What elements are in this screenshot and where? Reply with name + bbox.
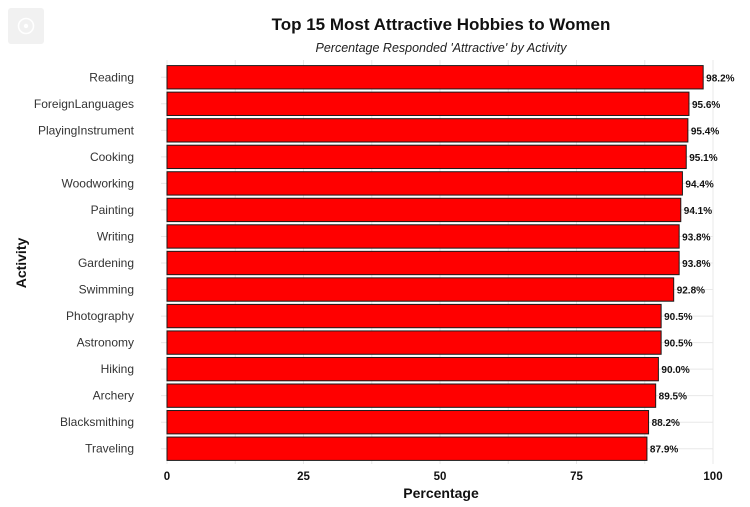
bar-astronomy bbox=[166, 330, 662, 355]
data-label: 90.5% bbox=[664, 312, 692, 323]
category-label: PlayingInstrument bbox=[38, 123, 135, 137]
data-label: 93.8% bbox=[682, 259, 710, 270]
category-label: Traveling bbox=[85, 442, 134, 456]
bar-swimming bbox=[166, 277, 675, 302]
x-tick-label: 0 bbox=[164, 471, 170, 483]
data-labels: 98.2% 95.6% 95.4% 95.1% 94.4% 94.1% 93.8% 93.8%… bbox=[650, 73, 735, 455]
data-label: 89.5% bbox=[659, 392, 687, 403]
bar-writing bbox=[166, 224, 680, 249]
y-axis-title: Activity bbox=[13, 238, 29, 289]
category-labels: Reading ForeignLanguages PlayingInstrument… bbox=[34, 70, 135, 455]
bar-hiking bbox=[166, 356, 659, 382]
data-label: 88.2% bbox=[652, 418, 680, 429]
data-label: 90.5% bbox=[664, 339, 692, 350]
bar-photography bbox=[166, 303, 662, 329]
bar-archery bbox=[166, 383, 657, 408]
chart-subtitle: Percentage Responded 'Attractive' by Act… bbox=[316, 41, 568, 55]
category-label: Woodworking bbox=[62, 176, 134, 190]
data-label: 94.4% bbox=[685, 179, 713, 190]
data-label: 98.2% bbox=[706, 73, 734, 84]
data-label: 95.1% bbox=[689, 153, 717, 164]
category-label: Astronomy bbox=[77, 336, 134, 350]
bar-cooking bbox=[166, 144, 687, 170]
bar-playinginstrument bbox=[166, 118, 689, 143]
category-label: Reading bbox=[89, 70, 134, 84]
x-axis-ticks: 0 25 50 75 100 bbox=[164, 471, 723, 483]
x-axis-title: Percentage bbox=[403, 485, 479, 501]
x-tick-label: 50 bbox=[434, 471, 447, 483]
data-label: 90.0% bbox=[661, 365, 689, 376]
bars bbox=[166, 65, 704, 461]
category-label: ForeignLanguages bbox=[34, 97, 134, 111]
category-label: Archery bbox=[93, 389, 134, 403]
bar-foreignlanguages bbox=[166, 91, 690, 116]
chart-title: Top 15 Most Attractive Hobbies to Women bbox=[272, 15, 611, 34]
category-label: Blacksmithing bbox=[60, 415, 134, 429]
bar-blacksmithing bbox=[166, 410, 650, 435]
data-label: 87.9% bbox=[650, 445, 678, 456]
category-label: Hiking bbox=[101, 362, 134, 376]
category-label: Writing bbox=[97, 229, 134, 243]
data-label: 94.1% bbox=[684, 206, 712, 217]
category-label: Painting bbox=[91, 203, 134, 217]
category-label: Photography bbox=[66, 309, 134, 323]
data-label: 93.8% bbox=[682, 232, 710, 243]
x-tick-label: 25 bbox=[297, 471, 310, 483]
bar-traveling bbox=[166, 436, 648, 461]
x-tick-label: 75 bbox=[570, 471, 583, 483]
category-label: Cooking bbox=[90, 150, 134, 164]
bar-gardening bbox=[166, 250, 680, 276]
image-icon bbox=[17, 17, 35, 35]
bar-reading bbox=[166, 65, 704, 90]
data-label: 95.4% bbox=[691, 126, 719, 137]
data-label: 95.6% bbox=[692, 100, 720, 111]
x-tick-label: 100 bbox=[703, 471, 722, 483]
bar-painting bbox=[166, 197, 682, 223]
bar-woodworking bbox=[166, 171, 683, 196]
data-label: 92.8% bbox=[677, 286, 705, 297]
image-icon-button[interactable] bbox=[8, 8, 44, 44]
category-label: Gardening bbox=[78, 256, 134, 270]
category-label: Swimming bbox=[79, 283, 134, 297]
